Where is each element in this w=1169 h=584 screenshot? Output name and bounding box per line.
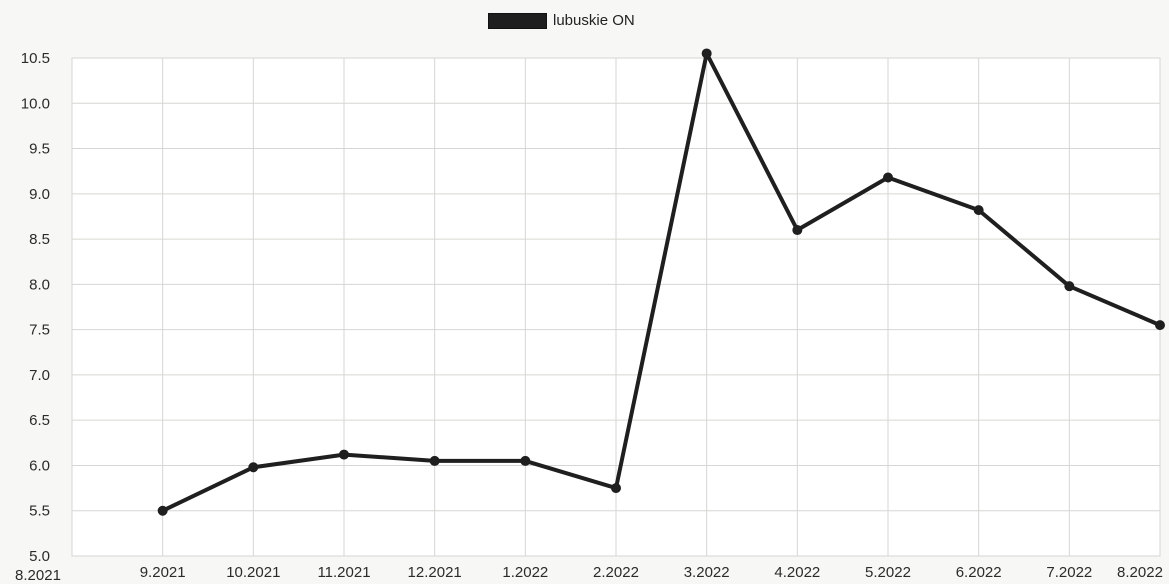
x-tick-label: 6.2022 xyxy=(956,564,1002,581)
y-tick-label: 6.5 xyxy=(29,412,50,429)
y-tick-label: 6.0 xyxy=(29,457,50,474)
x-tick-label: 2.2022 xyxy=(593,564,639,581)
data-point xyxy=(339,449,349,460)
x-tick-label: 1.2022 xyxy=(502,564,548,581)
y-tick-label: 5.0 xyxy=(29,548,50,565)
x-tick-label: 11.2021 xyxy=(317,564,370,581)
x-tick-label: 8.2021 xyxy=(15,567,61,584)
y-tick-label: 7.0 xyxy=(29,367,50,384)
data-point xyxy=(520,455,531,466)
y-tick-label: 10.5 xyxy=(21,50,50,67)
grid-layer xyxy=(71,57,1161,557)
series-layer xyxy=(160,51,1162,513)
x-tick-label: 7.2022 xyxy=(1046,564,1092,581)
y-tick-label: 5.5 xyxy=(29,503,50,520)
x-tick-label: 5.2022 xyxy=(865,564,911,581)
axis-layer: 5.0 5.5 6.0 6.5 7.0 7.5 8.0 8.5 9.0 9.5 10.0 10.5 8.… xyxy=(15,50,1163,584)
y-tick-label: 7.5 xyxy=(29,322,50,339)
x-tick-label: 12.2021 xyxy=(408,564,462,581)
data-point xyxy=(701,48,712,59)
x-tick-label: 8.2022 xyxy=(1117,564,1163,581)
y-tick-label: 9.0 xyxy=(29,186,50,203)
data-point xyxy=(1064,281,1075,292)
y-tick-label: 10.0 xyxy=(21,95,50,112)
legend-swatch xyxy=(488,12,547,29)
y-tick-label: 8.5 xyxy=(29,231,50,248)
data-point xyxy=(429,455,440,466)
x-tick-label: 10.2021 xyxy=(226,564,280,581)
data-point xyxy=(792,225,803,236)
data-point xyxy=(973,205,984,216)
data-point xyxy=(157,505,168,516)
x-tick-label: 3.2022 xyxy=(684,564,730,581)
data-point xyxy=(248,462,259,473)
y-tick-label: 8.0 xyxy=(29,276,50,293)
y-tick-label: 9.5 xyxy=(29,141,50,158)
x-tick-label: 9.2021 xyxy=(140,564,186,581)
data-point xyxy=(611,483,621,494)
data-point xyxy=(883,172,893,183)
legend-label: lubuskie ON xyxy=(553,12,635,29)
series-line-0 xyxy=(160,51,1162,513)
data-point xyxy=(1155,320,1165,331)
x-tick-label: 4.2022 xyxy=(774,564,820,581)
chart-legend: lubuskie ON xyxy=(488,12,635,29)
point-layer xyxy=(157,48,1165,516)
